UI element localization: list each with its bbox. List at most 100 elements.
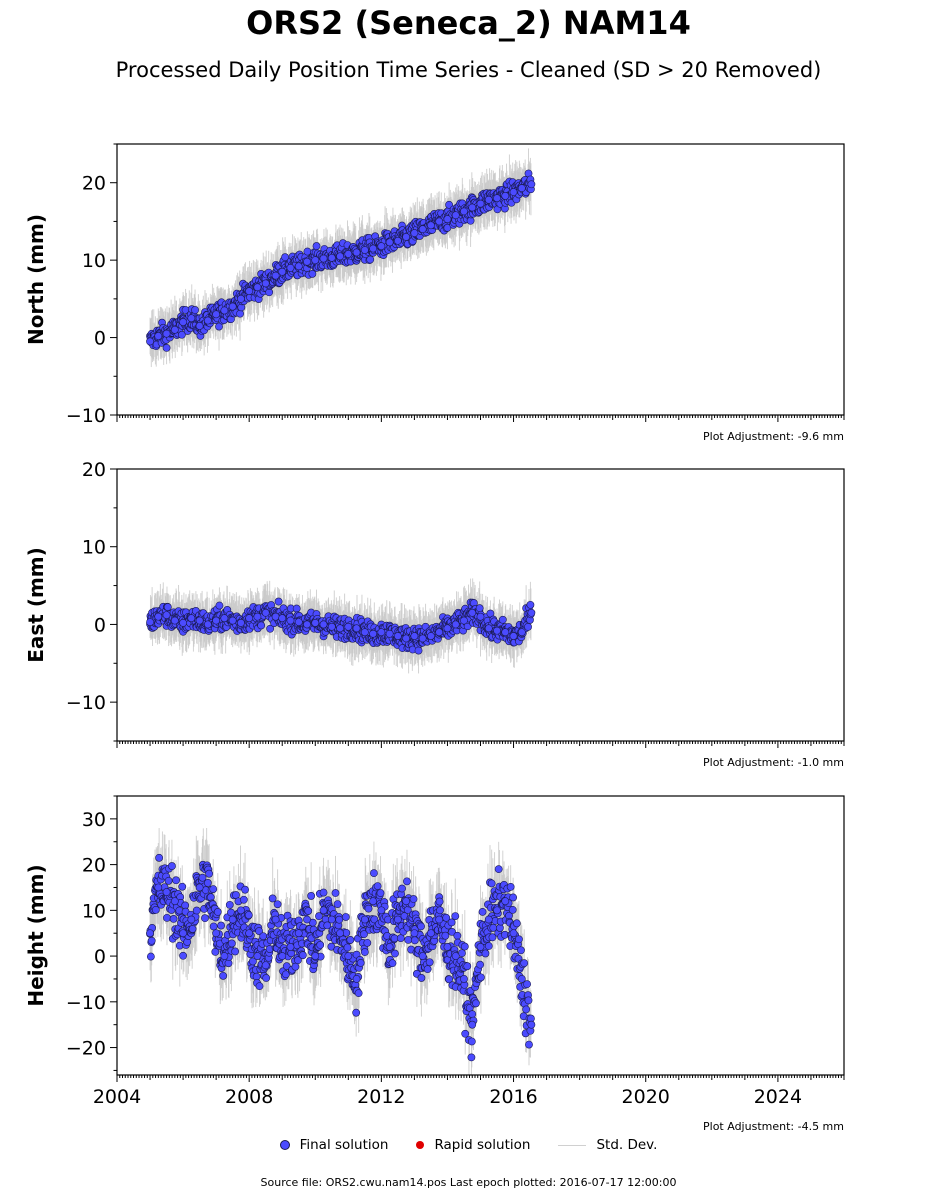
data-point <box>312 242 321 250</box>
data-point <box>191 306 199 314</box>
data-point <box>369 629 378 638</box>
north-plot-adjustment: Plot Adjustment: -9.6 mm <box>703 430 844 443</box>
data-point <box>509 632 518 640</box>
data-point <box>257 621 266 630</box>
data-point <box>377 628 386 637</box>
data-point <box>253 283 262 292</box>
data-point <box>327 253 336 262</box>
data-point <box>245 287 254 296</box>
data-point <box>220 306 229 315</box>
data-point <box>451 211 460 220</box>
data-point <box>336 252 344 261</box>
data-point <box>292 604 301 613</box>
data-point <box>484 624 493 633</box>
page-subtitle: Processed Daily Position Time Series - C… <box>115 58 822 82</box>
data-point <box>177 330 186 339</box>
data-point <box>245 614 254 623</box>
data-point <box>163 603 172 611</box>
east-panel: −10 0 10 20 East (mm) Plot Adjustment: -1.0 m… <box>24 459 845 769</box>
data-point <box>179 318 187 326</box>
data-point <box>517 628 526 637</box>
data-point <box>319 254 328 263</box>
data-point <box>460 207 468 216</box>
y-tick-label: 0 <box>94 614 106 636</box>
height-panel: 2004 2008 2012 2016 2020 2024−20−100102030Hei… <box>24 795 845 1133</box>
data-point <box>501 628 510 637</box>
data-point <box>271 271 280 280</box>
data-point <box>319 620 328 629</box>
data-point <box>286 263 295 272</box>
data-point <box>162 329 171 338</box>
data-point <box>215 601 224 610</box>
data-point <box>393 236 402 245</box>
data-point <box>524 622 532 631</box>
data-point <box>274 597 283 606</box>
east-y-axis-label: East (mm) <box>24 547 48 663</box>
data-point <box>475 604 484 613</box>
data-point <box>476 199 485 208</box>
data-point <box>195 322 204 330</box>
data-point <box>402 634 411 643</box>
page-title: ORS2 (Seneca_2) NAM14 <box>246 4 691 42</box>
data-point <box>435 217 444 226</box>
data-point <box>418 225 427 234</box>
data-point <box>203 316 212 325</box>
data-point <box>366 255 375 264</box>
data-point <box>278 267 287 276</box>
data-point <box>146 337 154 346</box>
data-point <box>154 612 163 621</box>
data-point <box>303 620 311 629</box>
data-point <box>393 632 402 640</box>
data-point <box>410 229 419 237</box>
data-point <box>427 632 435 640</box>
data-point <box>427 221 435 230</box>
data-point <box>352 624 361 633</box>
data-point <box>498 615 507 624</box>
data-point <box>195 616 204 625</box>
data-point <box>179 618 187 627</box>
data-point <box>527 608 536 617</box>
y-tick-label: 20 <box>82 459 106 481</box>
data-point <box>215 322 223 331</box>
data-point <box>344 622 353 631</box>
east-plot-adjustment: Plot Adjustment: -1.0 mm <box>703 756 844 769</box>
data-point <box>451 620 460 629</box>
data-point <box>236 309 244 318</box>
data-point <box>162 611 171 620</box>
data-point <box>187 314 196 323</box>
data-point <box>501 191 510 200</box>
data-point <box>493 194 501 203</box>
data-point <box>352 248 361 257</box>
north-panel: −10 0 10 20 North (mm) Plot Adjustment: -9.6 … <box>24 143 845 443</box>
y-tick-label: 10 <box>82 537 106 559</box>
data-point <box>468 608 477 617</box>
data-point <box>527 180 536 189</box>
data-point <box>187 614 196 623</box>
y-tick-label: 10 <box>82 250 106 272</box>
data-point <box>418 634 427 643</box>
data-point <box>170 325 179 334</box>
data-point <box>414 646 423 655</box>
data-point <box>402 233 411 241</box>
data-point <box>266 624 275 633</box>
data-point <box>377 242 386 251</box>
data-point <box>271 612 280 621</box>
data-point <box>360 628 369 637</box>
north-data-points <box>146 180 536 346</box>
data-point <box>410 632 419 640</box>
data-point <box>203 620 212 629</box>
data-point <box>311 618 320 627</box>
data-point <box>526 600 535 609</box>
north-point-cloud <box>146 169 535 352</box>
data-point <box>509 188 518 196</box>
data-point <box>261 608 270 617</box>
data-point <box>228 302 237 311</box>
east-data-points <box>146 608 536 643</box>
data-point <box>385 238 394 247</box>
data-point <box>237 294 245 303</box>
data-point <box>435 628 444 637</box>
data-point <box>170 616 179 625</box>
data-point <box>228 616 237 625</box>
data-point <box>154 332 163 340</box>
